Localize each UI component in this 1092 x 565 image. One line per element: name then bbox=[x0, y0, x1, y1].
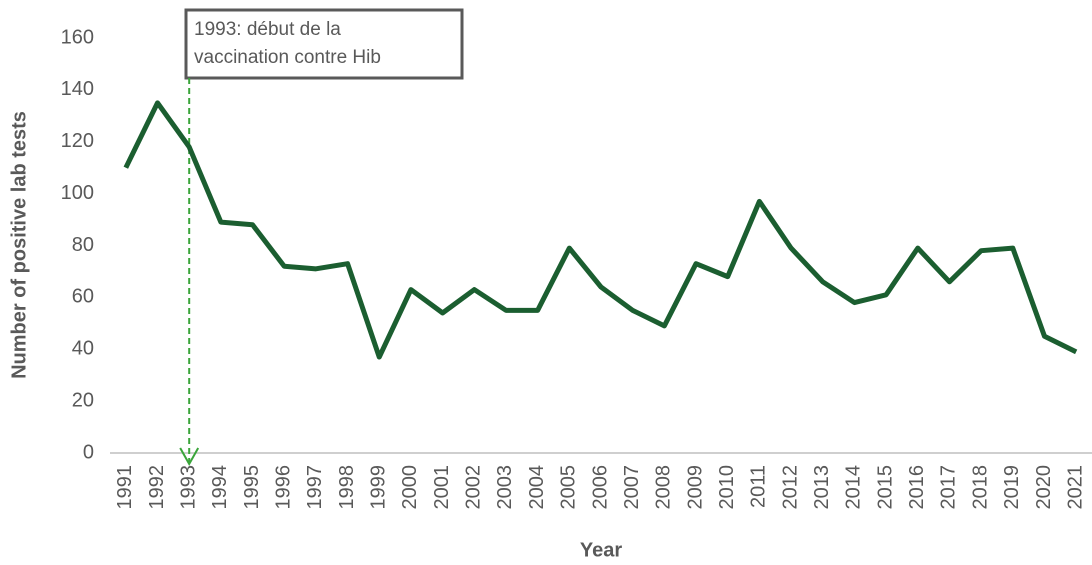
x-tick-label: 2006 bbox=[589, 465, 611, 510]
x-tick-label: 2001 bbox=[431, 465, 453, 510]
y-tick-label: 0 bbox=[83, 441, 94, 463]
x-tick-label: 2014 bbox=[843, 465, 865, 510]
y-tick-label: 60 bbox=[72, 286, 94, 308]
y-tick-label: 140 bbox=[61, 78, 94, 100]
x-tick-label: 2011 bbox=[748, 465, 770, 508]
y-tick-label: 40 bbox=[72, 338, 94, 360]
y-tick-label: 80 bbox=[72, 234, 94, 256]
x-tick-label: 1994 bbox=[209, 465, 231, 510]
x-tick-label: 1997 bbox=[304, 465, 326, 510]
y-axis-title: Number of positive lab tests bbox=[8, 111, 30, 379]
y-tick-label: 120 bbox=[61, 130, 94, 152]
y-tick-label: 100 bbox=[61, 182, 94, 204]
x-tick-label: 1996 bbox=[273, 465, 295, 510]
x-tick-label: 2002 bbox=[463, 465, 485, 510]
x-tick-label: 2008 bbox=[653, 465, 675, 510]
x-tick-label: 2020 bbox=[1033, 465, 1055, 510]
x-tick-label: 1993 bbox=[177, 465, 199, 510]
x-axis-title: Year bbox=[580, 539, 622, 561]
x-tick-label: 1998 bbox=[336, 465, 358, 510]
x-tick-label: 1992 bbox=[146, 465, 168, 510]
annotation-box bbox=[184, 8, 464, 80]
x-tick-label: 2004 bbox=[526, 465, 548, 510]
x-tick-label: 2015 bbox=[874, 465, 896, 510]
x-tick-label: 2017 bbox=[938, 465, 960, 510]
x-tick-label: 2007 bbox=[621, 465, 643, 510]
series-line bbox=[123, 100, 1078, 360]
x-tick-label: 2013 bbox=[811, 465, 833, 510]
x-tick-label: 2016 bbox=[906, 465, 928, 510]
x-tick-label: 2003 bbox=[494, 465, 516, 510]
x-tick-label: 2000 bbox=[399, 465, 421, 510]
annotation-arrowhead bbox=[179, 447, 200, 467]
x-tick-label: 2019 bbox=[1001, 465, 1023, 510]
x-tick-label: 1991 bbox=[114, 465, 136, 510]
x-tick-label: 2012 bbox=[779, 465, 801, 510]
y-tick-label: 160 bbox=[61, 26, 94, 48]
x-tick-label: 1999 bbox=[368, 465, 390, 510]
x-tick-label: 2018 bbox=[969, 465, 991, 510]
x-tick-label: 1995 bbox=[241, 465, 263, 510]
x-tick-label: 2005 bbox=[558, 465, 580, 510]
y-tick-label: 20 bbox=[72, 389, 94, 411]
x-tick-label: 2010 bbox=[716, 465, 738, 510]
x-tick-label: 2021 bbox=[1064, 465, 1086, 510]
x-tick-label: 2009 bbox=[684, 465, 706, 510]
annotation-text: vaccination contre Hib bbox=[194, 47, 381, 68]
annotation-text: 1993: début de la bbox=[194, 19, 341, 40]
